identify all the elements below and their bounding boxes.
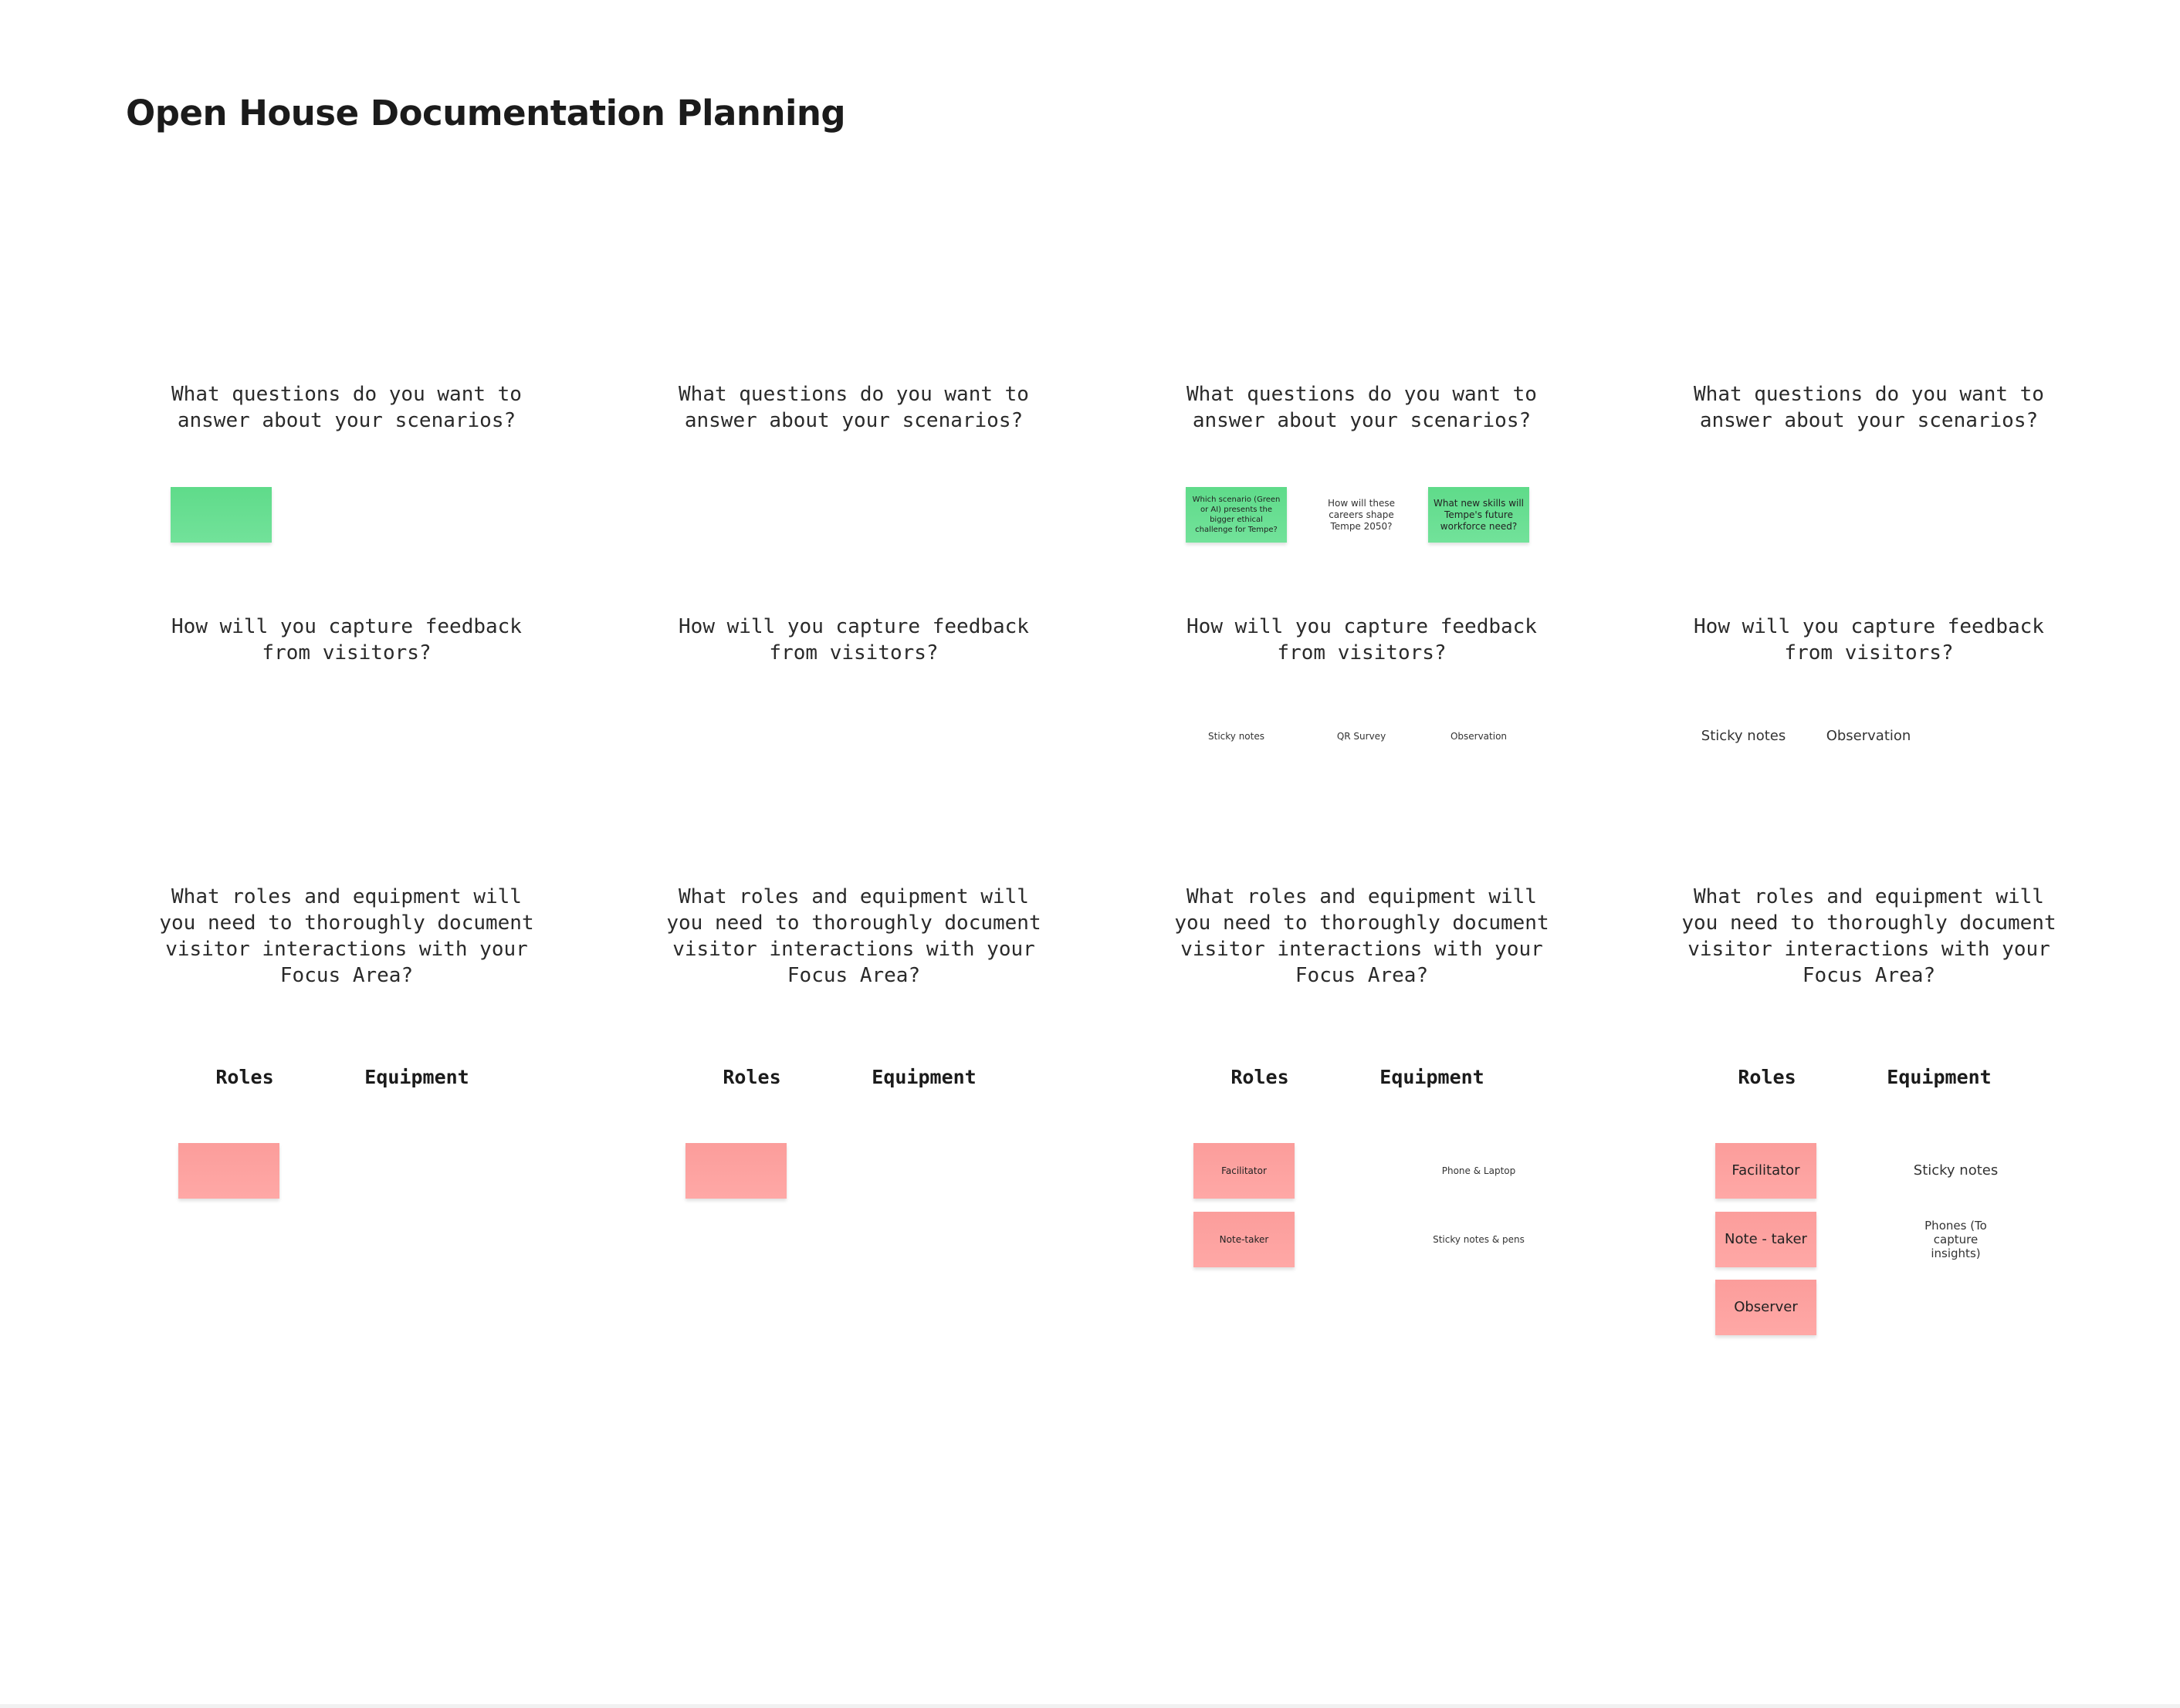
planning-column-2: What questions do you want to answer abo… bbox=[604, 0, 1104, 1708]
roles-equipment-prompt: What roles and equipment will you need t… bbox=[666, 885, 1041, 987]
board-title: Open House Documentation Planning bbox=[126, 93, 846, 134]
equipment-heading: Equipment bbox=[1379, 1066, 1484, 1088]
role-sticky[interactable]: Facilitator bbox=[1193, 1143, 1295, 1199]
questions-prompt: What questions do you want to answer abo… bbox=[679, 383, 1029, 432]
equipment-note[interactable]: Sticky notes & pens bbox=[1433, 1233, 1525, 1245]
role-sticky[interactable]: Facilitator bbox=[1715, 1143, 1816, 1199]
sticky-note-question[interactable]: What new skills will Tempe's future work… bbox=[1428, 487, 1529, 543]
equipment-note[interactable]: Sticky notes bbox=[1913, 1162, 1999, 1179]
feedback-note[interactable]: Observation bbox=[1450, 730, 1508, 742]
roles-equipment-prompt: What roles and equipment will you need t… bbox=[1681, 885, 2056, 987]
note-question[interactable]: How will these careers shape Tempe 2050? bbox=[1328, 497, 1395, 532]
equipment-heading: Equipment bbox=[872, 1066, 977, 1088]
feedback-note[interactable]: QR Survey bbox=[1336, 730, 1386, 742]
feedback-prompt: How will you capture feedback from visit… bbox=[171, 615, 522, 665]
feedback-prompt: How will you capture feedback from visit… bbox=[1694, 615, 2044, 665]
role-sticky[interactable]: Note-taker bbox=[1193, 1212, 1295, 1267]
questions-prompt: What questions do you want to answer abo… bbox=[171, 383, 522, 432]
feedback-prompt: How will you capture feedback from visit… bbox=[1186, 615, 1537, 665]
questions-prompt: What questions do you want to answer abo… bbox=[1694, 383, 2044, 432]
role-sticky[interactable]: Observer bbox=[1715, 1280, 1816, 1335]
equipment-heading: Equipment bbox=[364, 1066, 469, 1088]
sticky-note-question[interactable]: Which scenario (Green or AI) presents th… bbox=[1186, 487, 1287, 543]
roles-equipment-prompt: What roles and equipment will you need t… bbox=[1174, 885, 1549, 987]
roles-heading: Roles bbox=[215, 1066, 274, 1088]
roles-heading: Roles bbox=[1738, 1066, 1796, 1088]
roles-equipment-prompt: What roles and equipment will you need t… bbox=[159, 885, 534, 987]
sticky-note-empty[interactable] bbox=[178, 1143, 279, 1199]
roles-heading: Roles bbox=[723, 1066, 781, 1088]
feedback-note[interactable]: Sticky notes bbox=[1208, 730, 1264, 742]
questions-prompt: What questions do you want to answer abo… bbox=[1186, 383, 1537, 432]
equipment-heading: Equipment bbox=[1887, 1066, 1992, 1088]
feedback-prompt: How will you capture feedback from visit… bbox=[679, 615, 1029, 665]
canvas-bottom-edge bbox=[0, 1704, 2180, 1708]
feedback-note[interactable]: Observation bbox=[1826, 728, 1911, 744]
equipment-note[interactable]: Phones (To capture insights) bbox=[1924, 1219, 1987, 1260]
planning-column-1: What questions do you want to answer abo… bbox=[96, 0, 597, 1708]
sticky-note-empty[interactable] bbox=[171, 487, 272, 543]
equipment-note[interactable]: Phone & Laptop bbox=[1441, 1165, 1516, 1176]
sticky-note-empty[interactable] bbox=[685, 1143, 787, 1199]
role-sticky[interactable]: Note - taker bbox=[1715, 1212, 1816, 1267]
feedback-note[interactable]: Sticky notes bbox=[1701, 728, 1786, 744]
planning-column-4: What questions do you want to answer abo… bbox=[1619, 0, 2119, 1708]
planning-column-3: What questions do you want to answer abo… bbox=[1112, 0, 1612, 1708]
roles-heading: Roles bbox=[1230, 1066, 1289, 1088]
